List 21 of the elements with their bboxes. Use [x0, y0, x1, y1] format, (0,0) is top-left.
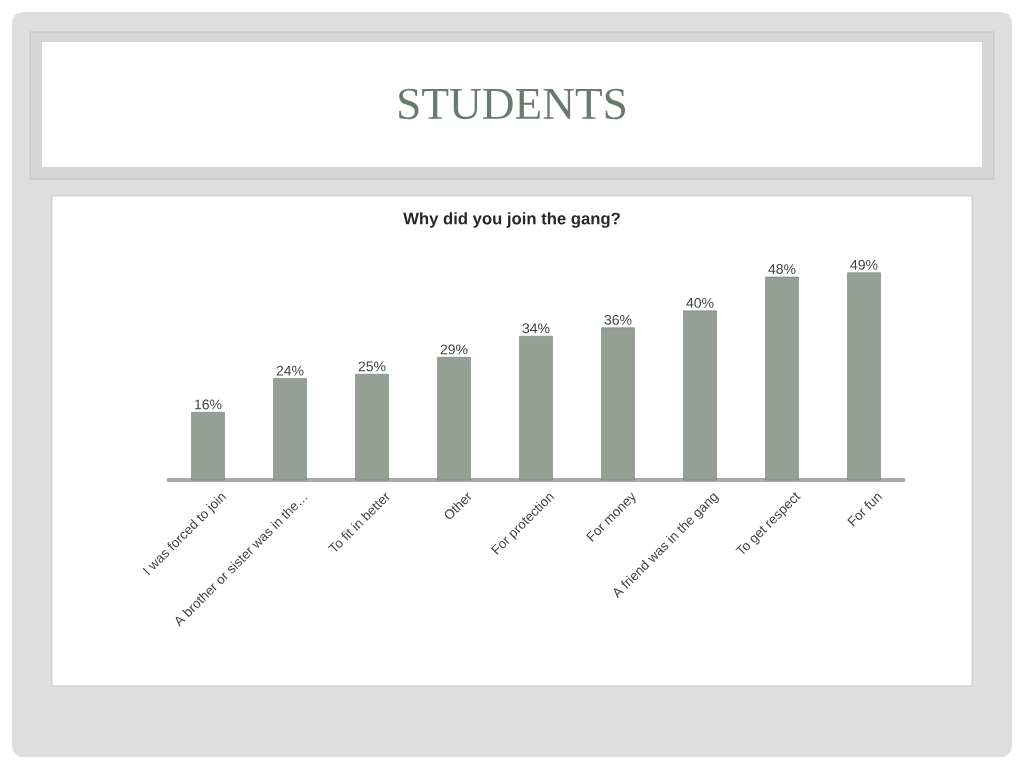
- bar: [765, 276, 799, 481]
- bar: [847, 272, 881, 481]
- bar: [273, 378, 307, 481]
- chart-title: STUDENTS: [399, 88, 626, 120]
- data-label: 34%: [522, 323, 550, 334]
- bar: [191, 412, 225, 481]
- bar: [601, 327, 635, 481]
- data-label: 36%: [604, 314, 632, 325]
- bar: [683, 310, 717, 481]
- data-label: 24%: [276, 365, 304, 376]
- data-label: 48%: [768, 264, 796, 275]
- chart-subtitle: Why did you join the gang?: [403, 212, 620, 228]
- data-label: 16%: [195, 399, 222, 410]
- x-tick-label: For fun: [847, 493, 883, 527]
- bar: [355, 373, 389, 481]
- bar: [519, 335, 553, 481]
- data-label: 40%: [686, 297, 714, 308]
- data-label: 49%: [850, 259, 878, 270]
- data-label: 25%: [358, 361, 386, 372]
- data-label: 29%: [440, 344, 468, 355]
- bar: [437, 357, 471, 481]
